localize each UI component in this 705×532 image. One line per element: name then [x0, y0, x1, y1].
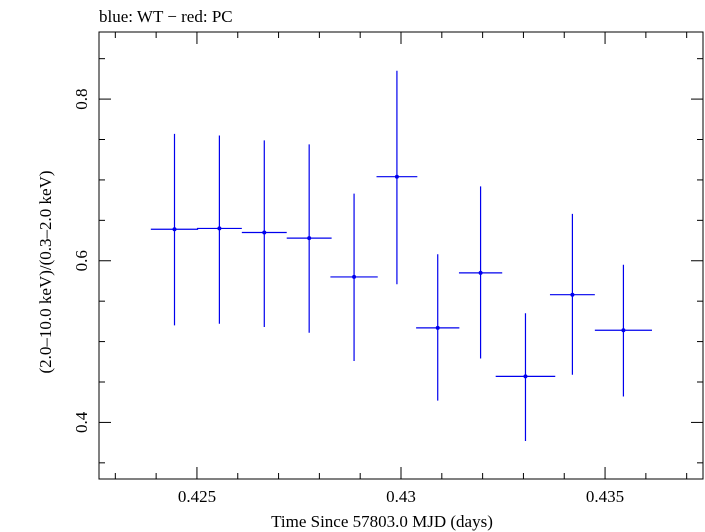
x-tick-label: 0.435 [586, 487, 624, 506]
data-point [286, 144, 332, 333]
point-marker [621, 328, 626, 333]
data-point [416, 254, 460, 401]
point-marker [523, 374, 528, 379]
x-tick-label: 0.425 [178, 487, 216, 506]
data-points [150, 70, 652, 442]
data-point [196, 135, 242, 324]
point-marker [172, 227, 177, 232]
data-point [330, 193, 378, 361]
y-tick-label: 0.6 [72, 250, 91, 271]
plot-frame [98, 31, 704, 480]
y-tick-label: 0.8 [72, 88, 91, 109]
data-point [594, 264, 652, 397]
point-marker [352, 274, 357, 279]
point-marker [435, 325, 440, 330]
data-point [549, 213, 595, 375]
point-marker [262, 230, 267, 235]
point-marker [394, 174, 399, 179]
x-axis: 0.425 0.43 0.435 [114, 32, 688, 506]
y-axis: 0.4 0.6 0.8 [72, 58, 703, 464]
x-axis-label: Time Since 57803.0 MJD (days) [271, 512, 493, 531]
data-point [376, 70, 418, 285]
x-tick-label: 0.43 [386, 487, 416, 506]
chart-title: blue: WT − red: PC [99, 7, 233, 26]
data-point [150, 133, 199, 326]
data-point [458, 186, 503, 359]
point-marker [307, 236, 312, 241]
point-marker [570, 292, 575, 297]
data-point [495, 313, 556, 442]
data-point [241, 140, 287, 328]
y-tick-label: 0.4 [72, 411, 91, 433]
y-axis-label: (2.0–10.0 keV)/(0.3–2.0 keV) [36, 170, 55, 373]
point-marker [478, 270, 483, 275]
point-marker [217, 226, 222, 231]
